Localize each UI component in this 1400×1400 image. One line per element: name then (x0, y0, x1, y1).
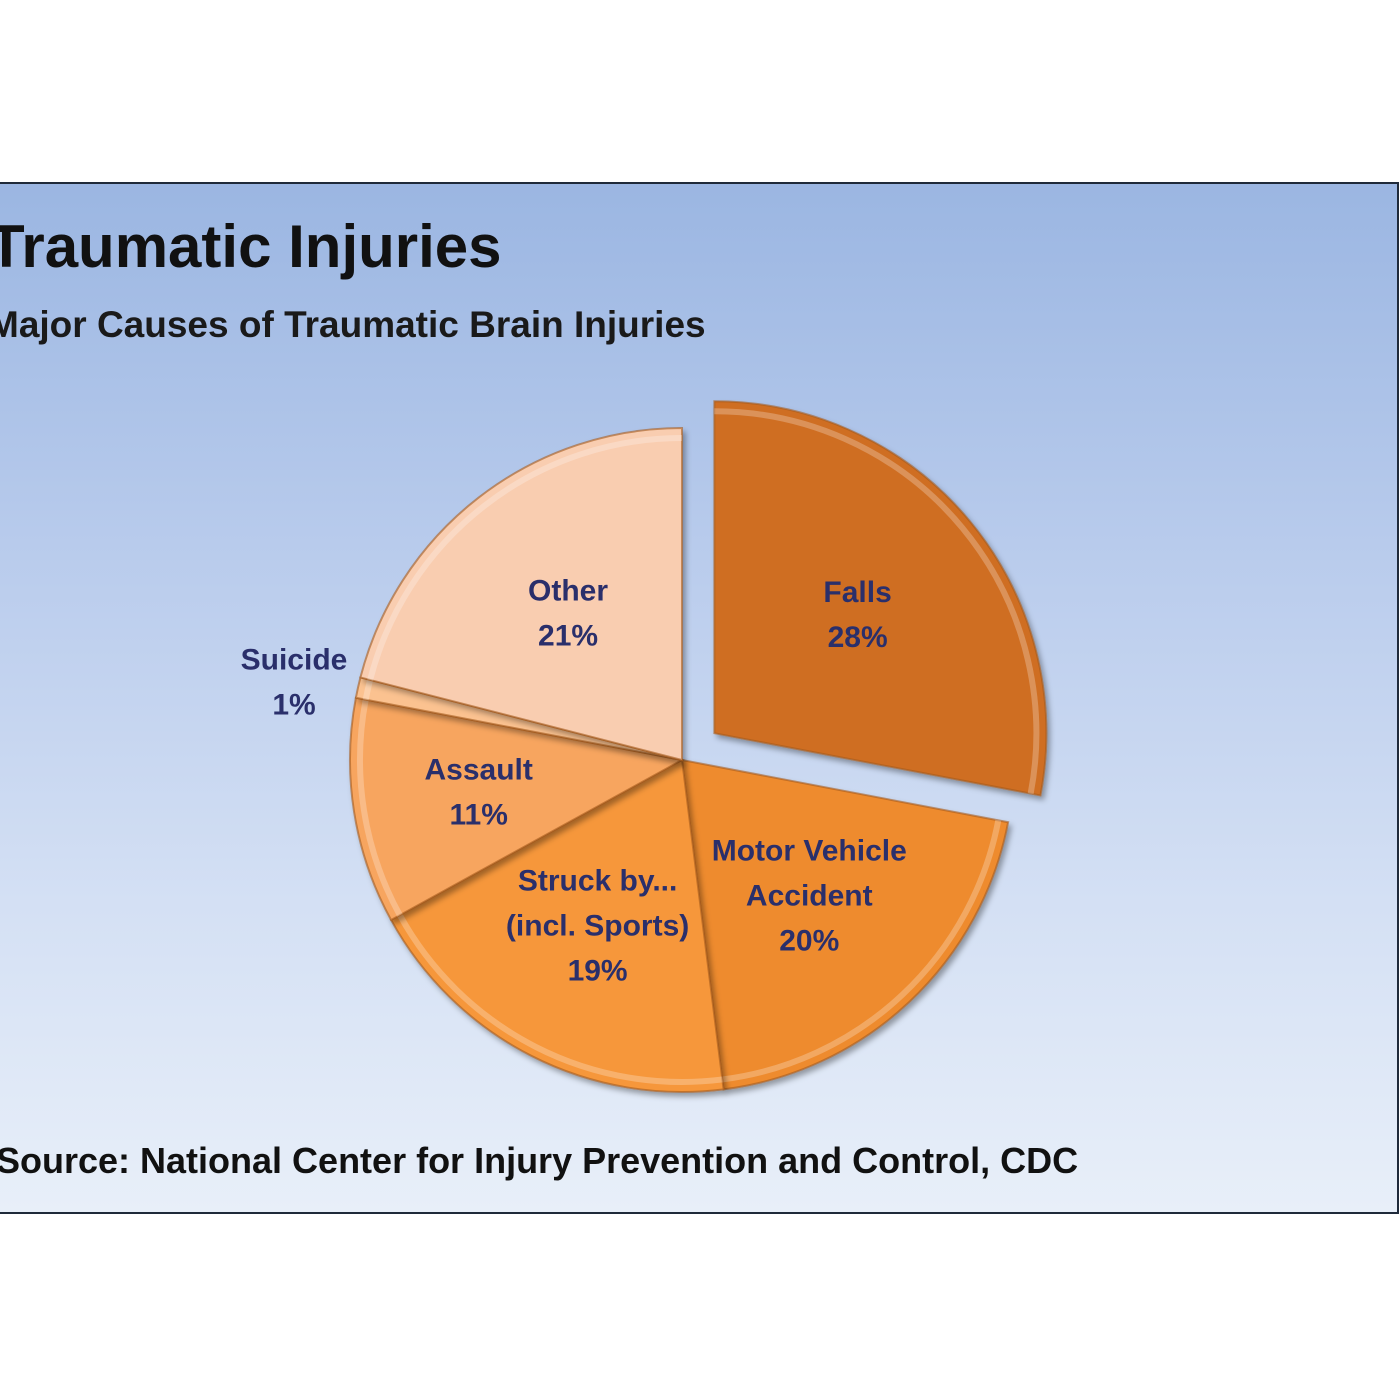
slice-label: Other 21% (528, 575, 608, 653)
source-note: Source: National Center for Injury Preve… (0, 1140, 1079, 1181)
chart-subtitle: Major Causes of Traumatic Brain Injuries (0, 304, 706, 345)
slice-value-label: 21% (538, 620, 598, 653)
pie-slice-assault (349, 696, 685, 922)
slice-category-label: Other (528, 575, 608, 608)
slice-category-label: Assault (425, 754, 533, 787)
slice-category-label: Accident (746, 880, 873, 913)
slice-value-label: 28% (828, 621, 888, 654)
pie-slice-falls (713, 400, 1048, 797)
pie-slice-bevel (367, 435, 683, 681)
slice-value-label: 20% (779, 925, 839, 958)
slice-label: Motor Vehicle Accident 20% (712, 835, 907, 958)
slice-value-label: 1% (272, 689, 315, 722)
slice-value-label: 11% (449, 799, 507, 832)
pie-slice-bevel (714, 408, 1040, 795)
slice-category-label: Falls (823, 576, 891, 609)
slice-label: Struck by... (incl. Sports) 19% (506, 865, 689, 988)
slice-label: Assault 11% (425, 754, 533, 832)
slice-label: Suicide 1% (241, 644, 348, 722)
slice-category-label: Struck by... (518, 865, 678, 898)
pie-slice-motor-vehicle-accident (680, 758, 1010, 1091)
pie-slice-bevel (397, 913, 723, 1085)
pie-slice-bevel (357, 699, 403, 917)
chart-title: Traumatic Injuries (0, 213, 502, 280)
slice-category-label: (incl. Sports) (506, 910, 689, 943)
slice-label: Falls 28% (823, 576, 891, 654)
pie-slice-struck-by-incl-sports (389, 758, 725, 1093)
pie-slice-bevel (721, 819, 1002, 1083)
pie-slice-other (359, 426, 683, 762)
slice-category-label: Motor Vehicle (712, 835, 907, 868)
slice-category-label: Suicide (241, 644, 348, 677)
slice-value-label: 19% (568, 955, 628, 988)
